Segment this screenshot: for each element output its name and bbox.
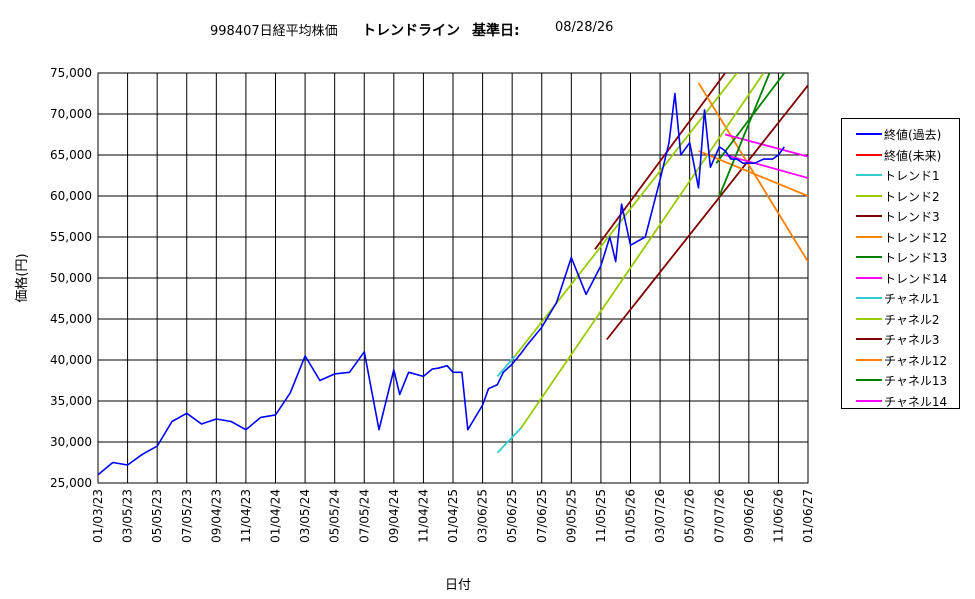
legend-swatch (856, 338, 882, 340)
series-line-チャネル3 (606, 84, 808, 341)
legend-item: 終値(未来) (848, 145, 960, 165)
x-tick-label: 09/06/26 (742, 489, 756, 543)
plot-border (97, 72, 809, 484)
series-line-トレンド12 (697, 82, 808, 263)
legend-label: トレンド3 (884, 210, 940, 224)
x-tick-label: 01/05/26 (624, 489, 638, 543)
legend-label: トレンド13 (884, 251, 948, 265)
x-tick-label: 05/07/26 (683, 489, 697, 543)
x-tick-label: 05/05/23 (150, 489, 164, 543)
legend-item: トレンド2 (848, 186, 960, 206)
legend-item: トレンド14 (848, 268, 960, 288)
y-tick-label: 40,000 (50, 353, 92, 367)
y-tick-label: 50,000 (50, 271, 92, 285)
title-subtitle: トレンドライン (362, 23, 460, 39)
y-tick-label: 65,000 (50, 148, 92, 162)
legend-swatch (856, 174, 882, 176)
legend-label: チャネル13 (884, 374, 948, 388)
legend-item: トレンド12 (848, 227, 960, 247)
legend-label: チャネル12 (884, 353, 948, 368)
x-tick-label: 03/06/25 (476, 489, 490, 543)
legend-item: 終値(過去) (848, 124, 960, 144)
x-tick-label: 11/04/24 (416, 489, 430, 543)
series-line-チャネル1 (496, 427, 522, 454)
x-tick-label: 05/05/24 (328, 489, 342, 543)
legend-label: 終値(過去) (884, 128, 942, 142)
legend-label: トレンド2 (884, 189, 940, 204)
y-tick-label: 75,000 (50, 66, 92, 80)
legend-item: トレンド13 (848, 247, 960, 267)
x-tick-label: 09/04/24 (387, 489, 401, 543)
x-tick-label: 01/03/23 (91, 489, 105, 543)
legend-swatch (856, 379, 882, 381)
legend-item: チャネル12 (848, 350, 960, 370)
legend-item: トレンド1 (848, 165, 960, 185)
y-tick-label: 25,000 (50, 476, 92, 490)
x-tick-label: 03/07/26 (653, 489, 667, 543)
x-tick-label: 03/05/24 (298, 489, 312, 543)
series-line-トレンド1 (496, 355, 516, 377)
x-tick-label: 01/04/25 (446, 489, 460, 543)
legend-swatch (856, 215, 882, 217)
y-tick-label: 60,000 (50, 189, 92, 203)
x-tick-label: 03/05/23 (121, 489, 135, 543)
x-tick-label: 07/05/23 (180, 489, 194, 543)
legend-item: トレンド3 (848, 206, 960, 226)
legend-swatch (856, 153, 882, 156)
legend-item: チャネル2 (848, 309, 960, 329)
x-tick-label: 09/05/25 (564, 489, 578, 543)
title-base-label: 基準日: (472, 23, 520, 39)
y-tick-label: 30,000 (50, 435, 92, 449)
legend-label: チャネル3 (884, 333, 940, 347)
title-code-name: 998407日経平均株価 (210, 24, 338, 39)
series-line-チャネル12 (698, 150, 808, 197)
x-tick-label: 07/06/25 (535, 489, 549, 543)
legend-swatch (856, 235, 882, 238)
series-line-トレンド3 (594, 73, 726, 250)
series-line-トレンド14 (724, 133, 808, 158)
series-line-チャネル2 (520, 73, 765, 429)
y-tick-label: 55,000 (50, 230, 92, 244)
legend-item: チャネル1 (848, 288, 960, 308)
legend-swatch (856, 297, 882, 299)
legend-item: チャネル13 (848, 370, 960, 390)
y-tick-label: 70,000 (50, 107, 92, 121)
legend-label: チャネル14 (884, 394, 948, 409)
legend-swatch (856, 276, 882, 279)
series-line-price (98, 92, 785, 476)
x-tick-label: 11/06/26 (771, 489, 785, 543)
legend-swatch (856, 194, 882, 197)
x-axis-label: 日付 (445, 578, 471, 593)
x-tick-label: 11/05/25 (594, 489, 608, 543)
legend-item: チャネル14 (848, 391, 960, 411)
legend-label: チャネル2 (884, 312, 940, 327)
x-tick-label: 07/07/26 (712, 489, 726, 543)
x-tick-label: 11/04/23 (239, 489, 253, 543)
y-tick-label: 45,000 (50, 312, 92, 326)
x-tick-label: 07/05/24 (357, 489, 371, 543)
legend: 終値(過去) 終値(未来) トレンド1 トレンド2 トレンド3 トレンド12 トレンド13 ト… (841, 118, 960, 409)
legend-label: トレンド14 (884, 271, 948, 286)
x-tick-label: 01/04/24 (269, 489, 283, 543)
y-axis-label: 価格(円) (14, 253, 30, 302)
legend-swatch (856, 399, 882, 402)
x-tick-label: 09/04/23 (209, 489, 223, 543)
series-line-チャネル14 (724, 154, 808, 179)
series-line-チャネル13 (718, 73, 771, 197)
x-tick-label: 01/06/27 (801, 489, 815, 543)
legend-label: トレンド1 (884, 169, 940, 183)
legend-swatch (856, 317, 882, 320)
legend-label: 終値(未来) (884, 148, 942, 163)
x-tick-label: 05/06/25 (505, 489, 519, 543)
legend-item: チャネル3 (848, 329, 960, 349)
title-base-date: 08/28/26 (555, 20, 614, 35)
y-tick-label: 35,000 (50, 394, 92, 408)
legend-label: チャネル1 (884, 292, 940, 306)
legend-swatch (856, 358, 882, 361)
legend-swatch (856, 133, 882, 135)
legend-label: トレンド12 (884, 230, 948, 245)
legend-swatch (856, 256, 882, 258)
